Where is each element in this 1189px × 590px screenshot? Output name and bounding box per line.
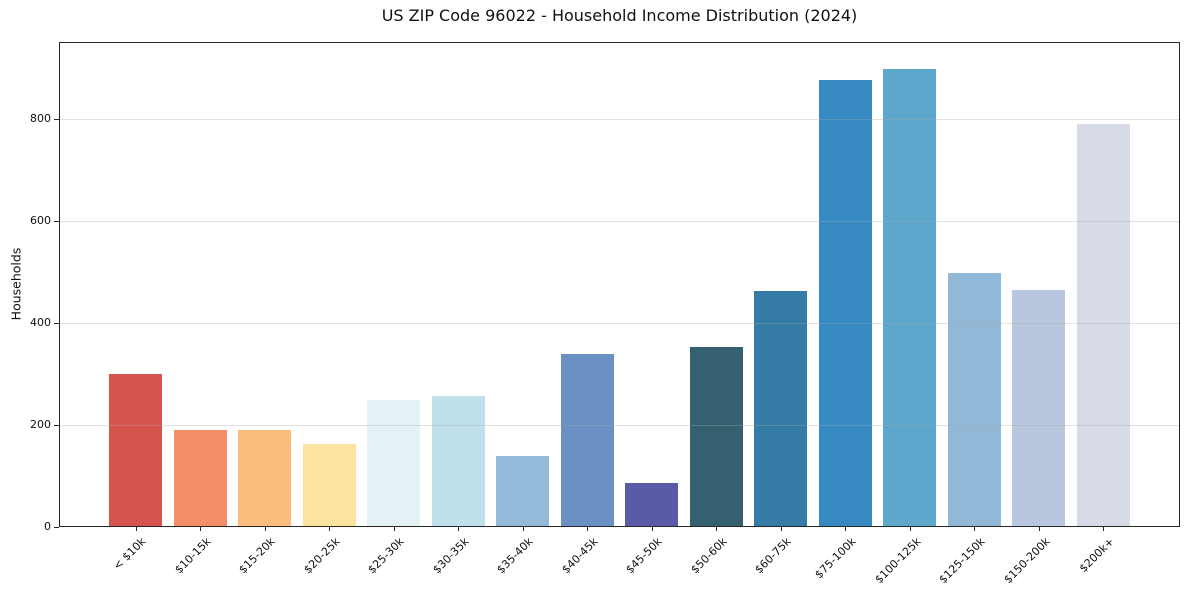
y-tick-mark [54, 527, 59, 528]
bar [496, 456, 550, 527]
x-tick-label: $200k+ [1076, 535, 1117, 576]
bar [883, 68, 937, 527]
bar [625, 483, 679, 527]
x-tick-label: $10-15k [171, 535, 214, 577]
x-tick-mark [522, 527, 524, 531]
bar [238, 430, 292, 527]
x-tick-label: $100-125k [871, 535, 924, 587]
bar [1012, 289, 1066, 527]
bar [689, 347, 743, 527]
x-tick-label: < $10k [111, 535, 149, 573]
y-tick-label: 0 [44, 520, 51, 533]
chart-title: US ZIP Code 96022 - Household Income Dis… [381, 6, 858, 25]
bar [560, 354, 614, 527]
bar [754, 291, 808, 527]
bar [818, 79, 872, 527]
x-tick-mark [135, 527, 137, 531]
x-tick-mark [393, 527, 395, 531]
bar [367, 400, 421, 527]
x-tick-label: $30-35k [430, 535, 472, 577]
x-tick-label: $125-150k [936, 535, 988, 587]
x-tick-label: $20-25k [301, 535, 343, 577]
x-tick-label: $60-75k [752, 535, 795, 577]
x-tick-mark [458, 527, 460, 531]
x-tick-mark [780, 527, 782, 531]
x-tick-mark [845, 527, 847, 531]
x-tick-mark [1103, 527, 1105, 531]
x-tick-label: $15-20k [236, 535, 278, 577]
y-tick-label: 200 [30, 417, 51, 431]
y-axis-label: Households [8, 247, 24, 321]
x-tick-mark [1038, 527, 1040, 531]
x-tick-mark [329, 527, 331, 531]
x-tick-label: $150-200k [1000, 535, 1053, 587]
x-tick-mark [587, 527, 589, 531]
x-tick-mark [651, 527, 653, 531]
bar [302, 444, 356, 527]
x-tick-mark [200, 527, 202, 531]
x-tick-mark [909, 527, 911, 531]
bar [109, 373, 162, 527]
x-tick-label: $45-50k [623, 535, 665, 577]
x-tick-label: $35-40k [494, 535, 536, 577]
bar [947, 273, 1001, 527]
bar [173, 430, 227, 527]
y-tick-mark [54, 322, 59, 324]
y-tick-mark [54, 424, 59, 426]
x-tick-label: $50-60k [688, 535, 730, 577]
y-tick-label: 400 [30, 315, 51, 329]
x-tick-mark [716, 527, 718, 531]
x-tick-label: $75-100k [812, 535, 859, 582]
y-tick-label: 600 [30, 213, 51, 227]
x-tick-mark [264, 527, 266, 531]
x-tick-mark [974, 527, 976, 531]
y-tick-mark [54, 220, 59, 222]
y-tick-mark [54, 118, 59, 120]
x-tick-label: $40-45k [559, 535, 601, 577]
bar [431, 395, 485, 527]
bar [1076, 123, 1130, 527]
y-tick-label: 800 [30, 111, 51, 125]
x-tick-label: $25-30k [365, 535, 407, 577]
